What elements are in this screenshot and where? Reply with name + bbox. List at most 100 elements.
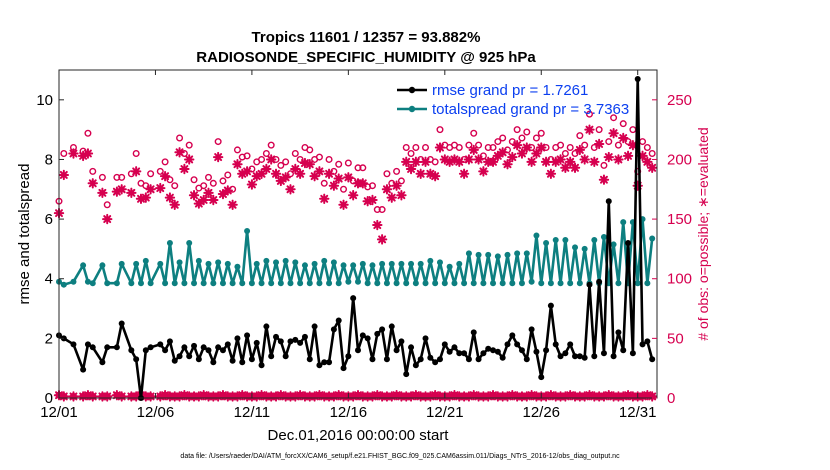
totalspread-point	[321, 257, 328, 264]
rmse-point	[210, 359, 217, 366]
obs-evaluated-marker-low	[328, 391, 340, 402]
rmse-point	[113, 344, 120, 351]
rmse-point	[229, 357, 236, 364]
obs-possible-marker	[465, 141, 473, 149]
totalspread-point	[248, 280, 255, 287]
obs-evaluated-marker	[159, 170, 171, 182]
obs-evaluated-marker-low	[372, 390, 383, 401]
obs-evaluated-marker	[531, 148, 542, 159]
rmse-point	[219, 347, 226, 354]
obs-evaluated-marker-low	[309, 391, 320, 402]
rmse-point	[543, 347, 550, 354]
totalspread-point	[99, 262, 106, 269]
obs-possible-marker	[581, 141, 589, 149]
obs-evaluated-marker-low	[410, 390, 422, 401]
obs-evaluated-marker	[458, 168, 470, 179]
x-axis: 12/01 12/06 12/11 12/16 12/21 12/26 12/31	[40, 70, 656, 421]
rmse-point	[171, 357, 178, 364]
rmse-line	[58, 77, 654, 400]
rmse-point	[234, 335, 241, 342]
totalspread-point	[422, 280, 429, 287]
rmse-point	[470, 329, 477, 336]
obs-possible-marker	[258, 155, 266, 163]
totalspread-point	[104, 280, 111, 287]
rmse-point	[345, 353, 352, 360]
obs-evaluated-marker	[526, 156, 537, 168]
totalspread-point	[379, 260, 386, 267]
totalspread-point	[552, 236, 559, 243]
obs-evaluated-marker-low	[237, 390, 248, 401]
totalspread-point	[494, 253, 501, 260]
totalspread-point	[461, 280, 468, 287]
obs-evaluated-marker	[439, 154, 451, 165]
totalspread-point	[301, 262, 308, 269]
obs-evaluated-marker-low	[159, 390, 171, 401]
obs-evaluated-marker	[251, 170, 262, 182]
totalspread-point	[490, 280, 497, 287]
obs-evaluated-marker	[140, 192, 152, 203]
obs-evaluated-marker	[174, 147, 185, 158]
obs-possible-marker	[209, 179, 217, 187]
right-y-axis-label: # of obs: o=possible; ∗=evaluated	[695, 127, 711, 340]
rmse-point	[432, 359, 439, 366]
totalspread-point	[509, 280, 516, 287]
totalspread-point	[403, 280, 410, 287]
obs-evaluated-marker	[97, 187, 108, 199]
x-tick-label: 12/01	[40, 404, 78, 421]
rmse-point	[176, 353, 183, 360]
obs-evaluated-marker	[642, 156, 653, 168]
obs-evaluated-marker	[169, 199, 180, 210]
totalspread-point	[456, 260, 463, 267]
obs-evaluated-marker	[410, 156, 422, 168]
rmse-point	[287, 338, 294, 345]
totalspread-point	[171, 280, 178, 287]
obs-evaluated-marker	[613, 154, 624, 165]
obs-evaluated-marker-low	[155, 391, 166, 402]
rmse-point	[639, 341, 646, 348]
rmse-point	[427, 354, 434, 361]
totalspread-point	[191, 280, 198, 287]
obs-possible-marker	[200, 182, 208, 190]
obs-evaluated-marker-low	[256, 390, 267, 401]
rmse-point	[89, 344, 96, 351]
rmse-point	[412, 362, 419, 369]
obs-possible-marker	[60, 149, 68, 157]
obs-possible-marker	[532, 134, 540, 142]
obs-evaluated-marker	[77, 150, 89, 162]
totalspread-point	[80, 262, 87, 269]
totalspread-point	[224, 260, 231, 267]
obs-evaluated-marker	[323, 168, 335, 179]
rmse-point	[350, 295, 357, 302]
obs-possible-marker	[643, 144, 651, 152]
rmse-point	[557, 353, 564, 360]
obs-possible-marker	[320, 179, 328, 187]
obs-possible-marker	[277, 161, 285, 169]
totalspread-point	[504, 251, 511, 258]
obs-evaluated-marker	[396, 190, 407, 201]
totalspread-point	[359, 260, 366, 267]
totalspread-point	[215, 259, 222, 266]
obs-evaluated-marker	[212, 151, 224, 163]
x-tick-label: 12/31	[619, 404, 657, 421]
left-y-tick-label: 10	[36, 92, 53, 109]
totalspread-point	[393, 280, 400, 287]
rmse-point	[369, 356, 376, 363]
obs-evaluated-marker-low	[449, 390, 460, 401]
rmse-point	[205, 347, 212, 354]
totalspread-point	[350, 262, 357, 269]
obs-evaluated-marker	[502, 159, 513, 170]
obs-evaluated-marker	[188, 190, 200, 201]
obs-evaluated-marker-low	[463, 391, 475, 402]
obs-evaluated-marker-low	[111, 390, 123, 401]
obs-evaluated-marker	[478, 166, 489, 177]
left-y-tick-label: 0	[45, 390, 53, 407]
totalspread-point	[292, 259, 299, 266]
totalspread-point	[465, 250, 472, 257]
rmse-point	[157, 341, 164, 348]
rmse-point	[625, 239, 632, 246]
obs-evaluated-marker	[415, 168, 426, 179]
rmse-point	[615, 329, 622, 336]
obs-evaluated-marker	[593, 138, 605, 150]
obs-evaluated-marker	[454, 156, 465, 168]
obs-evaluated-marker	[338, 199, 349, 210]
